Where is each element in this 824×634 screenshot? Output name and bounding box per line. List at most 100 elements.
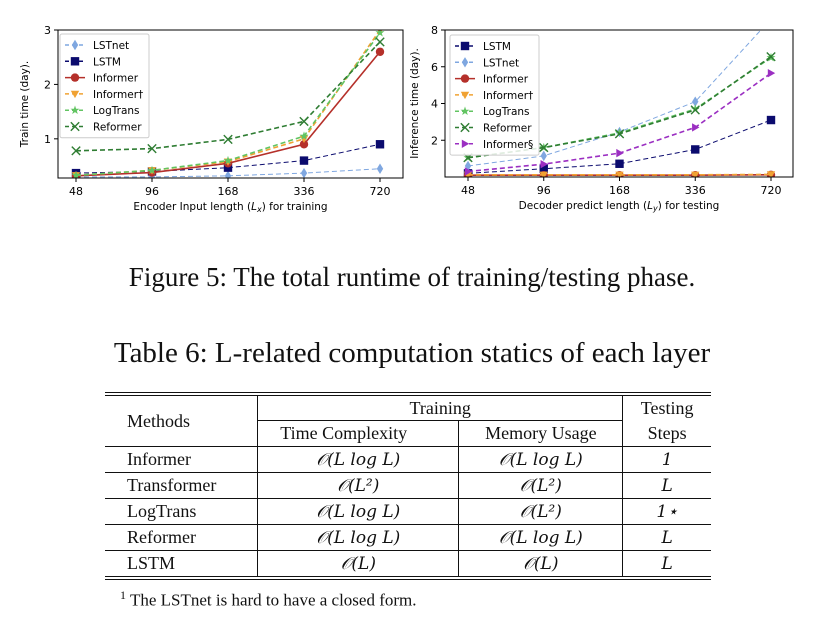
marker-circle <box>460 74 470 83</box>
footnote-text: The LSTnet is hard to have a closed form… <box>129 590 417 610</box>
y-tick-label: 4 <box>431 98 438 111</box>
steps-cell: L <box>622 472 711 499</box>
header-training: Training <box>257 394 623 421</box>
footnote-mark: 1 <box>120 588 126 602</box>
marker-triangle-right <box>692 123 700 132</box>
marker-triangle-right <box>461 139 470 148</box>
marker-star <box>375 30 385 37</box>
legend-label: Informer <box>93 73 139 85</box>
axis-symbol: L <box>647 200 653 212</box>
marker-square <box>539 164 548 173</box>
marker-star <box>615 128 624 137</box>
marker-square <box>299 156 309 165</box>
x-tick-label: 720 <box>761 184 782 197</box>
marker-triangle-right <box>464 167 473 176</box>
memory-usage-cell: 𝒪(L log L) <box>458 524 623 551</box>
header-row: Time Complexity Memory Usage Steps <box>105 420 711 447</box>
marker-triangle-down <box>766 171 776 177</box>
steps-cell: L <box>622 550 711 578</box>
marker-diamond <box>300 167 308 178</box>
marker-diamond <box>692 96 699 107</box>
inference-chart: 2 4 6 8 48 96 168 336 720 Decoder predict length … <box>409 14 794 213</box>
x-tick-label: 96 <box>145 185 159 198</box>
method-cell: LogTrans <box>105 498 258 525</box>
axis-subscript: y <box>652 204 658 213</box>
steps-cell: 1 <box>622 446 711 473</box>
marker-triangle-down <box>539 171 548 177</box>
legend-label: LogTrans <box>483 106 530 118</box>
legend-label: LSTM <box>93 56 121 68</box>
legend-label: Reformer <box>93 122 142 134</box>
y-axis-label: Inference time (day). <box>409 48 421 159</box>
y-tick-label: 2 <box>431 134 438 147</box>
table-footnote: 1 The LSTnet is hard to have a closed fo… <box>120 588 417 611</box>
marker-x <box>71 146 81 156</box>
legend-label: Informer† <box>93 89 143 101</box>
time-complexity-cell: 𝒪(L log L) <box>257 446 459 473</box>
marker-x <box>147 143 157 154</box>
steps-cell: L <box>622 524 711 551</box>
marker-star <box>299 131 309 140</box>
x-tick-label: 48 <box>461 184 475 197</box>
marker-triangle-down <box>70 90 80 99</box>
steps-cell: 1⋆ <box>622 498 711 525</box>
marker-triangle-right <box>767 68 776 78</box>
marker-x <box>766 51 776 62</box>
marker-diamond <box>461 57 469 68</box>
table-caption: Table 6: L-related computation statics o… <box>113 337 711 369</box>
method-cell: Transformer <box>105 472 258 499</box>
table-row: LSTM 𝒪(L) 𝒪(L) L <box>105 550 711 578</box>
table-row: Informer 𝒪(L log L) 𝒪(L log L) 1 <box>105 446 711 473</box>
legend: LSTnet LSTM Informer Informer† LogTrans Refor… <box>59 33 150 139</box>
marker-circle <box>70 73 80 82</box>
legend-label: LSTnet <box>93 40 129 52</box>
marker-star <box>147 165 157 175</box>
series-informer <box>464 68 776 176</box>
marker-triangle-down <box>691 171 700 177</box>
legend-box <box>449 34 540 156</box>
marker-square <box>375 140 385 149</box>
plot-lines <box>71 30 385 178</box>
legend-label: Informer§ <box>483 139 533 151</box>
series-informer <box>463 171 776 177</box>
marker-x <box>70 121 80 132</box>
axis-symbol: L <box>251 201 257 213</box>
legend: LSTM LSTnet Informer Informer† LogTrans Refor… <box>449 34 540 156</box>
marker-triangle-right <box>616 148 624 158</box>
header-memory: Memory Usage <box>458 420 623 447</box>
time-complexity-cell: 𝒪(L) <box>257 550 459 578</box>
marker-square <box>460 41 470 51</box>
marker-star <box>690 104 700 113</box>
method-cell: LSTM <box>127 553 176 573</box>
marker-star <box>460 106 470 115</box>
table-row: LogTrans 𝒪(L log L) 𝒪(L²) 1⋆ <box>105 498 711 525</box>
axis-subscript: x <box>256 205 262 214</box>
x-tick-label: 168 <box>218 185 239 198</box>
axis-text: ) for testing <box>658 200 720 212</box>
marker-star <box>223 155 233 165</box>
memory-usage-cell: 𝒪(L) <box>458 550 623 578</box>
legend-label: LSTM <box>483 41 511 53</box>
marker-x <box>539 142 549 153</box>
marker-square <box>691 145 700 154</box>
plot-frame <box>57 29 404 179</box>
marker-diamond <box>71 39 79 51</box>
y-tick-label: 8 <box>431 24 438 37</box>
marker-diamond <box>768 14 774 24</box>
marker-square <box>70 57 80 66</box>
marker-triangle-right <box>540 159 548 169</box>
figure-caption: Figure 5: The total runtime of training/… <box>128 262 696 292</box>
legend-label: Reformer <box>483 123 532 135</box>
legend-box <box>59 33 150 139</box>
x-tick-label: 48 <box>69 185 83 198</box>
marker-diamond <box>224 170 232 178</box>
axis-text: ) for training <box>262 201 328 213</box>
y-tick-label: 3 <box>44 24 51 37</box>
y-tick-label: 6 <box>431 61 438 74</box>
series-logtrans <box>71 30 385 178</box>
memory-usage-cell: 𝒪(L log L) <box>458 446 623 473</box>
memory-usage-cell: 𝒪(L²) <box>458 472 623 499</box>
method-cell: Reformer <box>105 524 258 551</box>
time-complexity-cell: 𝒪(L log L) <box>257 498 459 525</box>
